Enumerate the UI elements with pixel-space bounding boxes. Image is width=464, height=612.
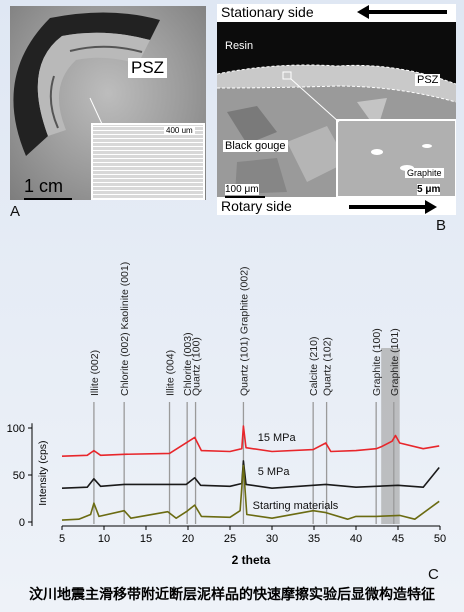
reference-label: Quartz (100) bbox=[191, 337, 203, 396]
x-tick-label: 10 bbox=[98, 533, 110, 545]
series-label: Starting materials bbox=[253, 500, 339, 512]
stationary-arrow bbox=[367, 10, 447, 14]
x-tick-label: 40 bbox=[350, 533, 362, 545]
panel-a-micrograph: PSZ 400 um 1 cm bbox=[10, 6, 206, 200]
series-line bbox=[61, 464, 440, 521]
reference-label: Quartz (101) Graphite (002) bbox=[238, 266, 250, 396]
panel-a-letter: A bbox=[10, 203, 21, 220]
scale-bar-main bbox=[225, 196, 265, 198]
x-tick-label: 30 bbox=[266, 533, 278, 545]
graphite-label: Graphite bbox=[405, 168, 444, 178]
sem-image bbox=[217, 22, 456, 197]
panel-c-letter: C bbox=[428, 566, 439, 583]
stationary-arrowhead bbox=[357, 5, 369, 19]
stationary-side-label: Stationary side bbox=[221, 4, 314, 20]
x-tick-label: 25 bbox=[224, 533, 236, 545]
panel-b-letter: B bbox=[436, 217, 447, 234]
y-tick-label: 100 bbox=[7, 423, 25, 435]
scale-bar bbox=[24, 198, 72, 200]
sample-ring-image bbox=[13, 12, 205, 200]
x-tick-label: 35 bbox=[308, 533, 320, 545]
reference-label: Graphite (101) bbox=[389, 328, 401, 396]
x-tick-label: 5 bbox=[59, 533, 65, 545]
reference-label: Illite (004) bbox=[165, 350, 177, 396]
y-axis-title: Intensity (cps) bbox=[37, 440, 49, 505]
figure-caption: 汶川地震主滑移带附近断层泥样品的快速摩擦实验后显微构造特征 bbox=[29, 587, 435, 603]
x-tick-label: 20 bbox=[182, 533, 194, 545]
x-tick-label: 45 bbox=[392, 533, 404, 545]
x-tick-label: 15 bbox=[140, 533, 152, 545]
y-tick-label: 0 bbox=[19, 517, 25, 529]
x-tick-label: 50 bbox=[434, 533, 446, 545]
reference-label: Quartz (102) bbox=[322, 337, 334, 396]
rotary-arrow bbox=[349, 205, 427, 209]
series-line bbox=[61, 425, 440, 457]
psz-label: PSZ bbox=[128, 58, 168, 78]
rotary-arrowhead bbox=[425, 200, 437, 214]
reference-label: Chlorite (003) bbox=[182, 332, 194, 396]
psz-label-b: PSZ bbox=[415, 74, 441, 86]
xrd-chart: Illite (002) Chlorite (002) Kaolinite (00… bbox=[7, 262, 446, 567]
reference-label: Illite (002) bbox=[89, 350, 101, 396]
x-axis-title: 2 theta bbox=[232, 553, 271, 567]
reference-label: Calcite (210) bbox=[308, 336, 320, 396]
rotary-side-label: Rotary side bbox=[221, 198, 292, 214]
y-tick-label: 50 bbox=[13, 470, 25, 482]
inset-scale-label: 400 um bbox=[164, 126, 195, 135]
black-gouge-label: Black gouge bbox=[223, 140, 288, 152]
scale-label: 1 cm bbox=[24, 176, 64, 196]
series-label: 15 MPa bbox=[258, 432, 297, 444]
scale-inset-label: 5 μm bbox=[417, 184, 441, 195]
reference-label: Chlorite (002) Kaolinite (001) bbox=[119, 262, 131, 396]
reference-label: Graphite (100) bbox=[371, 328, 383, 396]
panel-b-micrograph: Stationary side Resin PSZ Black gouge Gr… bbox=[217, 4, 456, 215]
series-label: 5 MPa bbox=[258, 466, 291, 478]
scale-main-label: 100 μm bbox=[225, 184, 259, 195]
graphite-shaded-band bbox=[381, 348, 400, 524]
resin-label: Resin bbox=[225, 40, 254, 52]
